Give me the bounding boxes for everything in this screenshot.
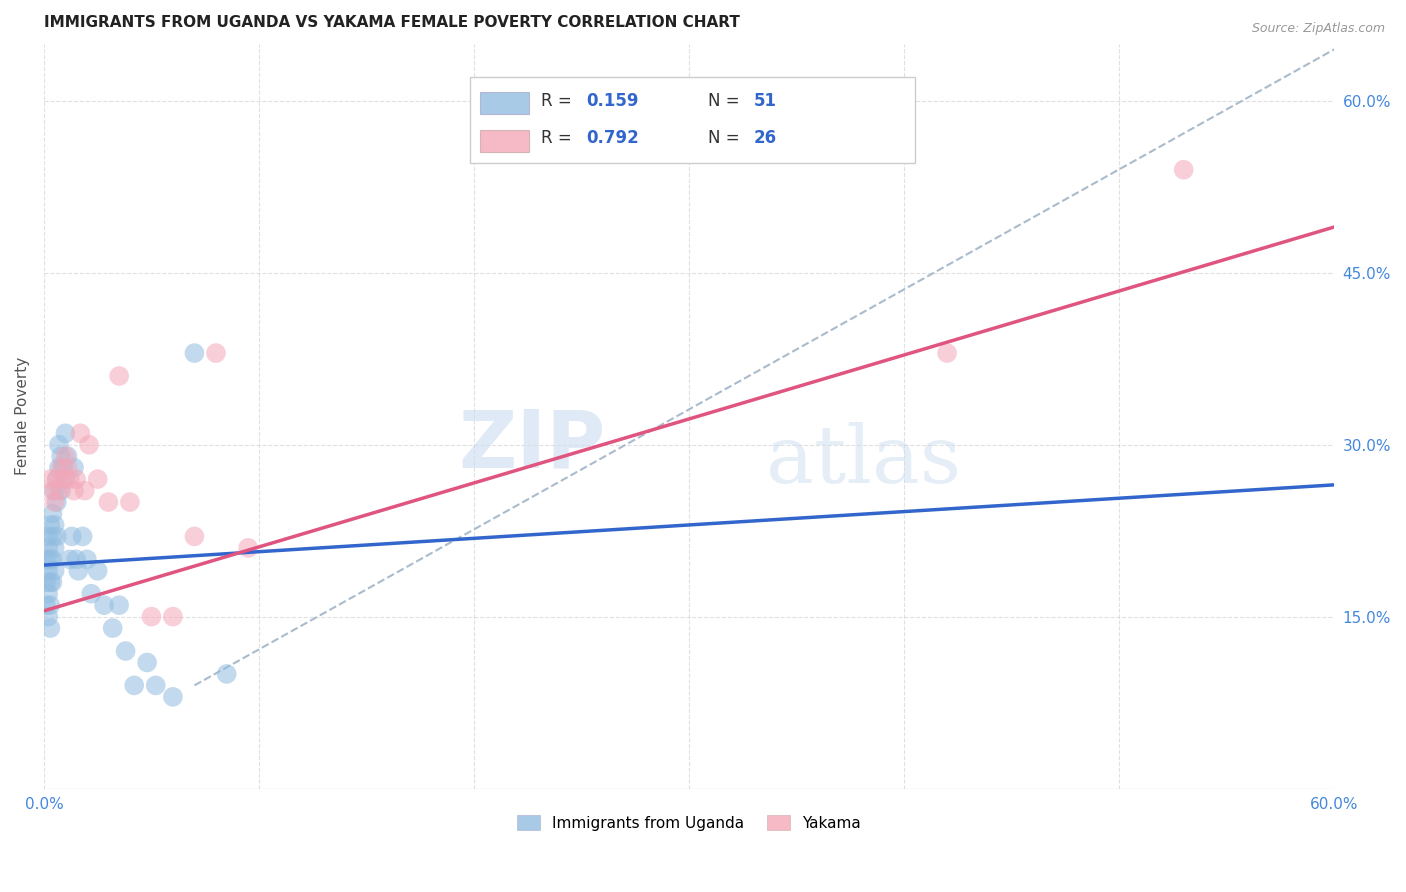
Point [49,483,72,498]
Point [56,449,79,463]
Point [86,472,108,486]
Text: 0.159: 0.159 [586,92,638,110]
Point [80,587,103,601]
Point [44,495,66,509]
Point [55,472,77,486]
Point [76,552,98,566]
Point [45,472,67,486]
Point [73,483,96,498]
Point [55,426,77,441]
Point [183,529,205,543]
Point [86,564,108,578]
Point [37,564,59,578]
Point [39,575,62,590]
Text: atlas: atlas [766,422,962,500]
Point [41,507,63,521]
Point [49,460,72,475]
Point [41,529,63,543]
Point [44,564,66,578]
Text: N =: N = [709,92,745,110]
Point [39,598,62,612]
Point [118,495,141,509]
Point [52,472,75,486]
Point [59,552,82,566]
Point [35,575,58,590]
Point [1173,162,1195,177]
Point [65,472,87,486]
Point [39,621,62,635]
Point [72,529,94,543]
Point [215,667,238,681]
Point [48,460,70,475]
Point [114,644,136,658]
Point [108,369,131,384]
Point [63,460,86,475]
Point [37,587,59,601]
Point [59,472,82,486]
Point [39,518,62,533]
Point [97,495,120,509]
Point [60,529,83,543]
Point [141,609,163,624]
Point [162,690,184,704]
Point [39,552,62,566]
FancyBboxPatch shape [479,129,529,152]
Point [77,438,100,452]
Point [56,460,79,475]
Text: 0.792: 0.792 [586,129,638,147]
Point [93,598,115,612]
Point [37,529,59,543]
Point [49,449,72,463]
Text: 51: 51 [754,92,776,110]
Point [122,678,145,692]
Legend: Immigrants from Uganda, Yakama: Immigrants from Uganda, Yakama [510,808,868,837]
Point [145,678,167,692]
Text: R =: R = [541,129,576,147]
Point [44,518,66,533]
Point [41,552,63,566]
Point [162,609,184,624]
Point [67,564,90,578]
Point [69,426,91,441]
Point [37,541,59,555]
Text: IMMIGRANTS FROM UGANDA VS YAKAMA FEMALE POVERTY CORRELATION CHART: IMMIGRANTS FROM UGANDA VS YAKAMA FEMALE … [44,15,740,30]
Point [936,346,959,360]
Point [65,552,87,566]
Point [136,656,159,670]
Point [101,621,124,635]
Text: ZIP: ZIP [458,407,605,485]
Point [35,552,58,566]
Text: 26: 26 [754,129,776,147]
Point [238,541,260,555]
Point [205,346,228,360]
Point [44,483,66,498]
Point [35,598,58,612]
Point [48,438,70,452]
Y-axis label: Female Poverty: Female Poverty [15,357,30,475]
Point [44,541,66,555]
Point [39,472,62,486]
Point [45,472,67,486]
Point [45,529,67,543]
Point [41,575,63,590]
FancyBboxPatch shape [479,93,529,114]
Text: R =: R = [541,92,576,110]
Point [48,483,70,498]
Point [63,483,86,498]
FancyBboxPatch shape [470,78,915,163]
Point [37,609,59,624]
Point [45,495,67,509]
Text: Source: ZipAtlas.com: Source: ZipAtlas.com [1251,22,1385,36]
Point [41,483,63,498]
Text: N =: N = [709,129,745,147]
Point [108,598,131,612]
Point [55,449,77,463]
Point [52,460,75,475]
Point [183,346,205,360]
